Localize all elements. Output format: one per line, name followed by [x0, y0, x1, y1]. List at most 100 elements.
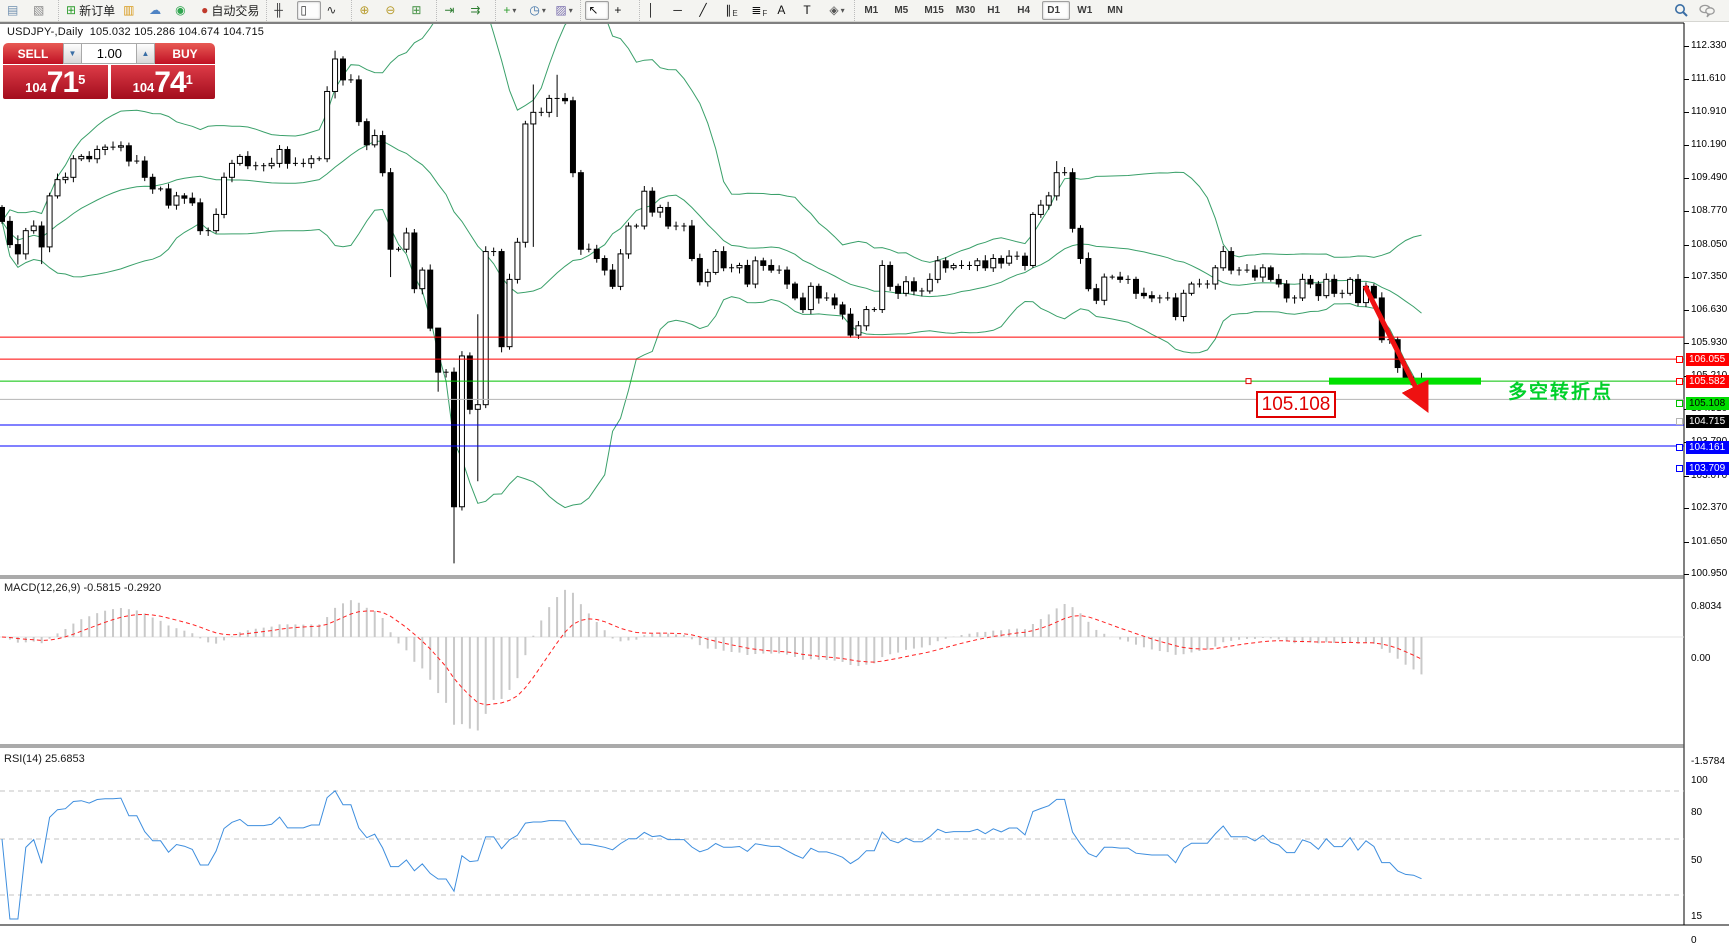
line-anchor-square[interactable] — [1676, 400, 1683, 408]
candle-body[interactable] — [339, 58, 346, 81]
candle-body[interactable] — [799, 297, 806, 311]
zoom-out-icon[interactable]: ⊖ — [382, 1, 406, 20]
candle-body[interactable] — [1029, 213, 1036, 266]
candle-body[interactable] — [974, 260, 981, 266]
candle-body[interactable] — [324, 90, 331, 160]
candle-body[interactable] — [363, 121, 370, 146]
candle-body[interactable] — [926, 278, 933, 292]
timeframe-button-m30[interactable]: M30 — [955, 5, 976, 16]
candle-body[interactable] — [62, 176, 69, 181]
candle-body[interactable] — [1283, 283, 1290, 299]
candle-body[interactable] — [411, 232, 418, 290]
candle-body[interactable] — [1148, 295, 1155, 299]
candle-body[interactable] — [1275, 278, 1282, 285]
candle-body[interactable] — [70, 158, 77, 178]
candle-body[interactable] — [419, 269, 426, 290]
candle-body[interactable] — [807, 285, 814, 311]
periods-icon[interactable]: ◷ ▾ — [526, 1, 550, 20]
candle-body[interactable] — [94, 148, 101, 160]
indicators-icon[interactable]: + ▾ — [500, 1, 524, 20]
equidistant-channel-icon[interactable]: ∥ E — [722, 1, 746, 20]
candle-body[interactable] — [181, 195, 188, 199]
pivot-annotation-text[interactable]: 多空转折点 — [1508, 382, 1614, 403]
candle-body[interactable] — [839, 304, 846, 315]
candle-body[interactable] — [815, 285, 822, 299]
timeframe-button-w1[interactable]: W1 — [1077, 5, 1093, 16]
callout-anchor-square[interactable] — [1245, 378, 1252, 385]
candle-body[interactable] — [6, 220, 13, 246]
timeframe-button-d1[interactable]: D1 — [1042, 1, 1071, 20]
candle-body[interactable] — [847, 313, 854, 336]
templates-icon-dropdown[interactable]: ▾ — [568, 6, 573, 15]
candle-body[interactable] — [332, 58, 339, 92]
chart-shift-icon[interactable]: ⇥ — [441, 1, 465, 20]
candle-body[interactable] — [141, 160, 148, 178]
candle-body[interactable] — [649, 190, 656, 213]
candle-body[interactable] — [1117, 276, 1124, 280]
candle-body[interactable] — [14, 244, 21, 255]
candle-body[interactable] — [466, 355, 473, 410]
candle-body[interactable] — [792, 283, 798, 299]
candlestick-chart-icon[interactable]: ▯ — [297, 1, 322, 20]
candle-body[interactable] — [1228, 251, 1235, 271]
candle-body[interactable] — [1085, 258, 1092, 290]
candle-body[interactable] — [831, 297, 838, 306]
candle-body[interactable] — [1180, 292, 1187, 318]
candle-body[interactable] — [696, 258, 703, 283]
cursor-icon[interactable]: ↖ — [585, 1, 610, 20]
candle-body[interactable] — [982, 260, 989, 269]
publish-chart-icon[interactable]: ☁ — [146, 1, 170, 20]
bar-chart-icon[interactable]: ╫ — [271, 1, 295, 20]
candle-body[interactable] — [54, 179, 61, 197]
candle-body[interactable] — [268, 162, 275, 167]
candle-body[interactable] — [38, 225, 45, 248]
candle-body[interactable] — [236, 155, 243, 164]
candle-body[interactable] — [617, 253, 624, 287]
timeframe-button-mn[interactable]: MN — [1107, 5, 1123, 16]
candle-body[interactable] — [1267, 267, 1274, 280]
candle-body[interactable] — [1093, 288, 1100, 301]
line-anchor-square[interactable] — [1676, 444, 1683, 452]
search-icon[interactable] — [1670, 1, 1694, 20]
candle-body[interactable] — [736, 264, 743, 269]
candle-body[interactable] — [221, 176, 228, 215]
candle-body[interactable] — [1347, 278, 1354, 294]
candle-body[interactable] — [1299, 278, 1306, 299]
line-chart-icon[interactable]: ∿ — [323, 1, 347, 20]
candle-body[interactable] — [165, 188, 172, 206]
candle-body[interactable] — [1220, 251, 1227, 269]
chart-window[interactable]: USDJPY-,Daily 105.032 105.286 104.674 10… — [0, 22, 1729, 944]
candle-body[interactable] — [934, 260, 941, 280]
profiles-icon[interactable]: ▧ — [30, 1, 54, 20]
candle-body[interactable] — [704, 271, 711, 283]
candle-body[interactable] — [1323, 278, 1330, 297]
candle-body[interactable] — [30, 225, 37, 232]
candle-body[interactable] — [641, 190, 648, 227]
candle-body[interactable] — [474, 404, 481, 410]
candle-body[interactable] — [601, 258, 608, 271]
candle-body[interactable] — [1315, 283, 1322, 297]
line-anchor-square[interactable] — [1676, 465, 1683, 472]
community-chat-icon[interactable] — [1696, 1, 1720, 20]
candle-body[interactable] — [895, 285, 902, 294]
down-arrow-annotation[interactable] — [1362, 284, 1429, 413]
timeframe-button-m1[interactable]: M1 — [864, 5, 879, 16]
new-order-button[interactable]: ⊞ 新订单 — [63, 1, 118, 20]
auto-scroll-icon[interactable]: ⇉ — [467, 1, 491, 20]
vertical-line-icon[interactable]: │ — [644, 1, 668, 20]
candle-body[interactable] — [522, 123, 529, 243]
candle-body[interactable] — [435, 327, 442, 373]
candle-body[interactable] — [1053, 172, 1060, 197]
buy-quote[interactable]: 104 74 1 — [110, 65, 215, 99]
candle-body[interactable] — [1140, 292, 1147, 297]
candle-body[interactable] — [371, 135, 378, 146]
candle-body[interactable] — [562, 97, 569, 102]
signals-icon[interactable]: ◉ — [172, 1, 196, 20]
candle-body[interactable] — [1006, 255, 1013, 264]
candle-body[interactable] — [514, 241, 521, 280]
candle-body[interactable] — [451, 371, 458, 508]
candle-body[interactable] — [950, 264, 957, 269]
timeframe-button-m5[interactable]: M5 — [894, 5, 909, 16]
candle-body[interactable] — [1037, 204, 1044, 215]
price-callout-box[interactable]: 105.108 — [1256, 391, 1336, 418]
